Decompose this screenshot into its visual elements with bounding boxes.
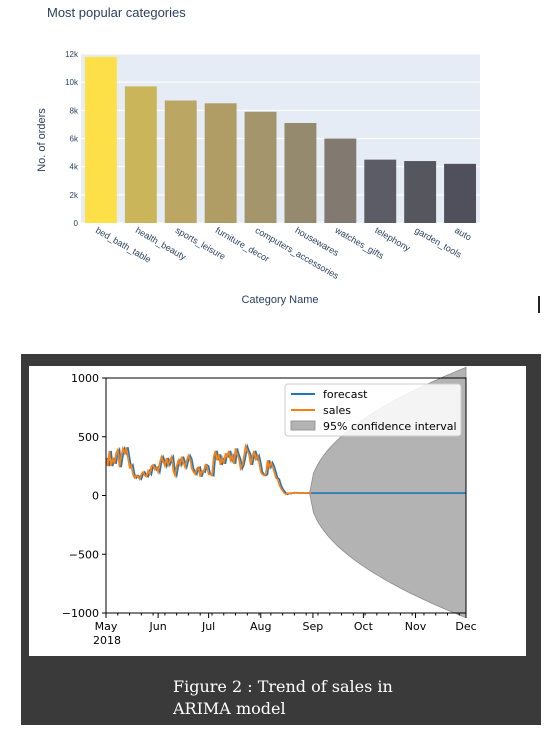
bar-y-tick-label: 2k <box>70 191 79 200</box>
bar-y-tick-label: 12k <box>65 50 79 59</box>
bar-health_beauty <box>124 86 157 224</box>
bar-watches_gifts <box>324 138 357 223</box>
arima-chart: 1000 500 0 −500 −1000 May Jun Jul Aug Sep Oct Nov D… <box>62 366 477 647</box>
text-cursor <box>538 296 540 313</box>
arima-y-tick-label: 1000 <box>71 372 99 385</box>
bar-y-tick-label: 10k <box>65 78 79 87</box>
arima-legend: forecast sales 95% confidence interval <box>284 383 462 437</box>
legend-confidence-swatch <box>290 420 316 431</box>
bar-furniture_decor <box>204 103 237 223</box>
arima-x-tick-label: Jun <box>149 620 167 633</box>
arima-x-tick-label: Sep <box>303 620 324 633</box>
bar-x-axis-label: Category Name <box>241 294 318 306</box>
bar-chart-title: Most popular categories <box>47 5 186 20</box>
legend-sales-label: sales <box>323 404 351 417</box>
bar-telephony <box>364 159 397 223</box>
arima-year-label: 2018 <box>93 634 121 647</box>
bar-y-tick-label: 8k <box>70 106 79 115</box>
arima-x-tick-label: Oct <box>354 620 374 633</box>
bar-x-tick-label: auto <box>453 225 473 242</box>
bar-sports_leisure <box>164 100 197 223</box>
caption-line-2: ARIMA model <box>173 699 286 718</box>
arima-x-ticks: May Jun Jul Aug Sep Oct Nov Dec <box>95 613 477 633</box>
bar-auto <box>444 163 477 223</box>
arima-y-tick-label: −500 <box>69 548 99 561</box>
caption-line-1: Figure 2 : Trend of sales in <box>173 677 393 696</box>
bar-garden_tools <box>404 161 437 223</box>
legend-box <box>284 383 462 437</box>
arima-x-tick-label: Jul <box>201 620 215 633</box>
bar-y-axis-label: No. of orders <box>36 108 48 172</box>
arima-x-tick-label: Aug <box>250 620 271 633</box>
arima-x-tick-label: May <box>95 620 118 633</box>
bar-series <box>84 56 477 224</box>
figure-caption: Figure 2 : Trend of sales in ARIMA model <box>173 676 473 720</box>
bar-y-ticks: 0 2k 4k 6k 8k 10k 12k <box>65 50 79 228</box>
arima-x-tick-label: Nov <box>405 620 427 633</box>
sales-line <box>105 443 312 496</box>
bar-x-ticks: bed_bath_tablehealth_beautysports_leisur… <box>94 225 473 282</box>
line-layer <box>105 443 467 496</box>
bar-y-tick-label: 6k <box>70 135 79 144</box>
arima-y-tick-label: 0 <box>92 490 99 503</box>
bar-y-tick-label: 4k <box>70 163 79 172</box>
bar-y-tick-label: 0 <box>74 219 79 228</box>
bar-housewares <box>284 123 317 223</box>
arima-x-tick-label: Dec <box>455 620 476 633</box>
legend-forecast-label: forecast <box>323 388 368 401</box>
figure-panel: 1000 500 0 −500 −1000 May Jun Jul Aug Sep Oct Nov D… <box>21 354 541 725</box>
arima-y-tick-label: 500 <box>78 431 99 444</box>
bar-chart: Most popular categories 02k4k6k8k10k12k … <box>36 5 480 306</box>
bar-bed_bath_table <box>84 56 117 223</box>
bar-computers_accessories <box>244 111 277 223</box>
arima-y-tick-label: −1000 <box>62 607 99 620</box>
arima-y-ticks: 1000 500 0 −500 −1000 <box>62 372 106 620</box>
arima-plot-card: 1000 500 0 −500 −1000 May Jun Jul Aug Sep Oct Nov D… <box>29 366 526 656</box>
legend-confidence-label: 95% confidence interval <box>323 420 457 433</box>
